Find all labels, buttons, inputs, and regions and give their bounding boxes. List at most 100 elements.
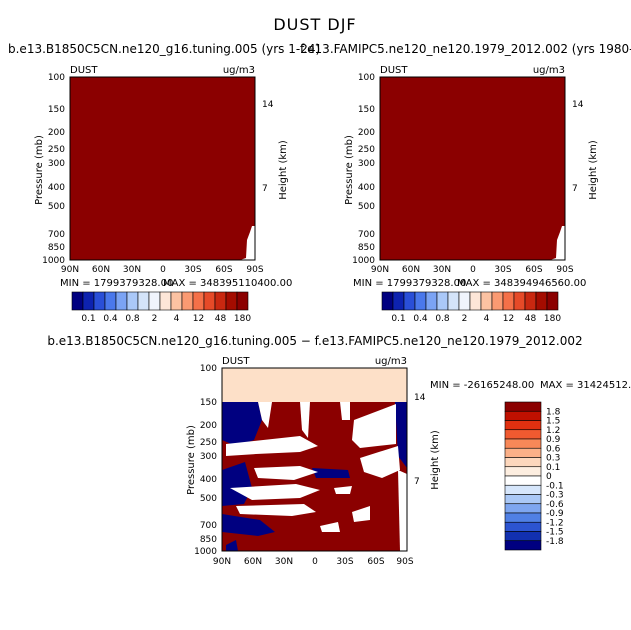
- zero-region-11: [398, 470, 407, 551]
- colorbar-cell: [381, 291, 394, 311]
- colorbar-cell: [504, 447, 542, 458]
- p3-ytick-150: 150: [200, 398, 217, 408]
- colorbar-cell: [214, 291, 227, 311]
- colorbar-label: 2: [152, 314, 158, 324]
- colorbar-top-left-labels: 0.1 0.4 0.8 2 4 12 48 180: [81, 314, 251, 324]
- colorbar-label: 0.9: [546, 435, 561, 445]
- p3-xtick-60s: 60S: [367, 557, 384, 567]
- neg-region-1: [222, 402, 262, 446]
- colorbar-cell: [115, 291, 128, 311]
- panel-3-title: b.e13.B1850C5CN.ne120_g16.tuning.005 − f…: [47, 334, 582, 348]
- p1-ytick-200: 200: [48, 128, 65, 138]
- panel-2-field: [380, 77, 565, 260]
- colorbar-label: 4: [174, 314, 180, 324]
- p3-ytick-200: 200: [200, 421, 217, 431]
- colorbar-cell: [469, 291, 482, 311]
- colorbar-cell: [491, 291, 504, 311]
- colorbar-cell: [504, 503, 542, 514]
- neg-region-4: [312, 468, 350, 478]
- panel-top-left: b.e13.B1850C5CN.ne120_g16.tuning.005 (yr…: [8, 42, 320, 289]
- colorbar-label: 12: [503, 314, 514, 324]
- colorbar-label: 0.1: [81, 314, 95, 324]
- colorbar-cell: [181, 291, 194, 311]
- panel-2-title: f.e13.FAMIPC5.ne120_ne120.1979_2012.002 …: [300, 42, 631, 56]
- colorbar-cell: [71, 291, 84, 311]
- p3-ytick-500: 500: [200, 494, 217, 504]
- p2-xtick-90n: 90N: [371, 265, 389, 275]
- zero-region-3: [340, 402, 350, 420]
- p2-xtick-0: 0: [470, 265, 476, 275]
- p1-height-7: 7: [262, 184, 268, 194]
- colorbar-cell: [159, 291, 172, 311]
- colorbar-cell: [403, 291, 416, 311]
- p2-ytick-300: 300: [358, 159, 375, 169]
- colorbar-label: -0.9: [546, 509, 564, 519]
- panel-3-zero-regions: [226, 402, 407, 551]
- colorbar-cell: [104, 291, 117, 311]
- colorbar-cell: [513, 291, 526, 311]
- panel-1-low-region: [240, 226, 255, 260]
- colorbar-cell: [504, 540, 542, 551]
- p3-ytick-850: 850: [200, 535, 217, 545]
- p1-xtick-60n: 60N: [92, 265, 110, 275]
- panel-3-y-ticks: 100 150 200 250 300 400 500 700 850 1000: [194, 364, 217, 557]
- p2-xtick-60n: 60N: [402, 265, 420, 275]
- p3-xtick-0: 0: [312, 557, 318, 567]
- panel-2-y-ticks: 100 150 200 250 300 400 500 700 850 1000: [352, 73, 375, 266]
- colorbar-cell: [504, 475, 542, 486]
- p3-ytick-250: 250: [200, 438, 217, 448]
- panel-2-ylabel: Pressure (mb): [344, 135, 355, 205]
- colorbar-cell: [480, 291, 493, 311]
- colorbar-label: 0.8: [125, 314, 140, 324]
- panel-1-field: [70, 77, 255, 260]
- colorbar-label: -1.8: [546, 537, 564, 547]
- colorbar-cell: [436, 291, 449, 311]
- colorbar-label: 0: [546, 472, 552, 482]
- p2-xtick-30s: 30S: [494, 265, 511, 275]
- panel-2-max: MAX = 348394946560.00: [457, 278, 586, 289]
- colorbar-difference-labels: 1.81.51.20.90.60.30.10-0.1-0.3-0.6-0.9-1…: [546, 407, 564, 547]
- colorbar-cell: [524, 291, 537, 311]
- panel-2-ylabel-right: Height (km): [588, 140, 599, 200]
- p2-ytick-700: 700: [358, 230, 375, 240]
- colorbar-cell: [170, 291, 183, 311]
- colorbar-cell: [392, 291, 405, 311]
- colorbar-label: 0.4: [413, 314, 428, 324]
- colorbar-cell: [504, 410, 542, 421]
- p1-height-14: 14: [262, 100, 274, 110]
- zero-region-13: [320, 522, 340, 532]
- colorbar-label: 12: [193, 314, 204, 324]
- colorbar-cell: [447, 291, 460, 311]
- panel-3-frame: [221, 367, 408, 552]
- zero-region-9: [236, 504, 316, 516]
- colorbar-cell: [502, 291, 515, 311]
- p1-xtick-90n: 90N: [61, 265, 79, 275]
- panel-2-min: MIN = 1799379328.00: [353, 278, 466, 289]
- p1-ytick-700: 700: [48, 230, 65, 240]
- p2-height-7: 7: [572, 184, 578, 194]
- colorbar-label: 0.1: [391, 314, 405, 324]
- zero-region-5: [226, 436, 318, 456]
- colorbar-cell: [504, 494, 542, 505]
- zero-region-7: [230, 484, 320, 500]
- panel-3-variable: DUST: [222, 356, 250, 367]
- colorbar-label: -0.6: [546, 500, 564, 510]
- colorbar-top-right: [381, 291, 559, 311]
- panel-2-low-region: [550, 226, 565, 260]
- colorbar-label: 4: [484, 314, 490, 324]
- colorbar-label: 0.4: [103, 314, 118, 324]
- colorbar-label: 1.8: [546, 407, 561, 417]
- p2-height-14: 14: [572, 100, 584, 110]
- colorbar-cell: [546, 291, 559, 311]
- panel-1-max: MAX = 348395110400.00: [163, 278, 292, 289]
- p2-xtick-60s: 60S: [525, 265, 542, 275]
- colorbar-label: -1.5: [546, 528, 564, 538]
- zero-region-1: [258, 402, 272, 428]
- p2-ytick-1000: 1000: [352, 256, 375, 266]
- panel-1-ylabel-right: Height (km): [278, 140, 289, 200]
- p2-xtick-30n: 30N: [433, 265, 451, 275]
- p1-ytick-400: 400: [48, 183, 65, 193]
- p3-xtick-30n: 30N: [275, 557, 293, 567]
- p1-xtick-0: 0: [160, 265, 166, 275]
